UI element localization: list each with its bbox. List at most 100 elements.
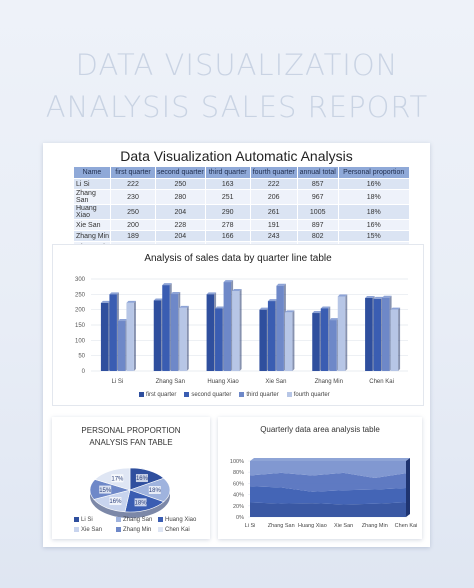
pie-value-label: 15%: [99, 488, 112, 494]
area-series: [250, 461, 406, 478]
y-tick-label: 100%: [230, 459, 244, 465]
bar-top: [329, 318, 339, 321]
bar: [215, 308, 223, 371]
table-cell: 280: [155, 189, 206, 205]
x-tick-label: Xie San: [334, 523, 353, 529]
bar-side: [133, 300, 136, 371]
table-cell: 206: [249, 189, 298, 205]
bar-top: [390, 307, 401, 310]
legend-label: first quarter: [146, 392, 177, 399]
table-row: Xie San 200 228 278 191 897 16%: [73, 219, 410, 231]
legend-item: Zhang San: [116, 515, 156, 525]
table-cell: 250: [155, 178, 206, 190]
sales-table: Name first quarter second quarter third …: [73, 166, 410, 253]
table-cell: 222: [249, 178, 298, 190]
pie-chart-legend: Li Si Zhang San Huang Xiao Xie San Zhang Min…: [74, 515, 206, 535]
pie-title-line1: PERSONAL PROPORTION: [81, 426, 181, 435]
x-tick-label: Huang Xiao: [298, 523, 327, 529]
legend-swatch: [74, 516, 79, 522]
table-cell: 204: [155, 230, 206, 242]
bar-top: [179, 305, 189, 308]
bar: [337, 296, 346, 371]
pie-card: PERSONAL PROPORTION ANALYSIS FAN TABLE 1…: [52, 417, 210, 539]
bar-side: [398, 307, 401, 371]
legend-label: Chen Kai: [165, 527, 190, 533]
table-cell: 290: [204, 204, 251, 220]
x-tick-label: Huang Xiao: [207, 379, 239, 385]
table-cell: 857: [296, 178, 339, 190]
legend-item: third quarter: [239, 392, 279, 398]
table-cell: 200: [110, 219, 156, 231]
legend-item: Xie San: [74, 525, 114, 535]
pie-label-bg: [135, 474, 148, 483]
legend-item: Huang Xiao: [158, 515, 198, 525]
y-tick-label: 100: [75, 338, 86, 344]
bar-top: [206, 292, 217, 295]
bar-side: [292, 310, 295, 371]
x-tick-label: Zhang Min: [315, 379, 343, 385]
table-cell: 1005: [296, 204, 339, 220]
area-side-edge: [406, 458, 410, 517]
legend-swatch: [74, 526, 79, 532]
bar: [312, 313, 320, 371]
pie-value-label: 16%: [136, 476, 149, 482]
bar-chart-panel: Analysis of sales data by quarter line t…: [52, 244, 424, 406]
table-cell: 163: [204, 178, 251, 190]
legend-label: Zhang San: [123, 517, 153, 523]
bar: [329, 320, 337, 371]
table-cell: 191: [249, 219, 298, 231]
legend-label: second quarter: [191, 392, 232, 399]
bar-top: [276, 283, 286, 286]
table-cell: 228: [155, 219, 206, 231]
row-name-cell: Zhang Min: [73, 230, 111, 242]
pie-value-label: 18%: [135, 501, 148, 507]
table-cell: 897: [296, 219, 339, 231]
bar-chart-legend: first quarter second quarter third quarter…: [139, 392, 338, 398]
pie-title-line2: ANALYSIS FAN TABLE: [89, 438, 173, 447]
table-cell: 967: [296, 189, 339, 205]
y-tick-label: 300: [75, 277, 86, 283]
legend-item: Zhang Min: [116, 525, 156, 535]
bar-top: [320, 306, 331, 309]
table-cell: 243: [249, 230, 298, 242]
x-tick-label: Zhang San: [156, 379, 185, 385]
bar: [267, 301, 276, 371]
bar-top: [126, 300, 136, 303]
x-tick-label: Xie San: [265, 379, 286, 385]
table-row: Huang Xiao 250 204 290 261 1005 18%: [73, 204, 410, 220]
area-series: [250, 486, 406, 505]
legend-item: first quarter: [139, 392, 176, 398]
y-tick-label: 60%: [233, 481, 244, 487]
column-header: Personal proportion: [337, 166, 410, 179]
table-cell: 261: [249, 204, 298, 220]
y-tick-label: 80%: [233, 470, 244, 476]
x-tick-label: Li Si: [245, 523, 256, 529]
legend-swatch: [116, 516, 121, 522]
table-cell: 15%: [337, 230, 410, 242]
bar: [276, 285, 284, 371]
legend-item: second quarter: [184, 392, 231, 398]
y-tick-label: 0: [82, 369, 86, 375]
y-tick-label: 20%: [233, 504, 244, 510]
column-header: annual total: [296, 166, 339, 179]
bar: [232, 290, 240, 371]
pie-value-label: 17%: [111, 476, 124, 482]
legend-swatch: [158, 516, 163, 522]
legend-swatch: [139, 392, 144, 397]
row-name-cell: Zhang San: [73, 189, 111, 205]
bar: [365, 298, 373, 371]
x-tick-label: Li Si: [112, 379, 124, 385]
pie-chart: 16%18%18%16%15%17%: [89, 467, 171, 518]
column-header: second quarter: [155, 166, 206, 179]
legend-label: Huang Xiao: [165, 517, 197, 523]
bar-side: [345, 294, 348, 371]
bar-top: [162, 283, 172, 286]
page-title-line2: ANALYSIS SALES REPORT: [45, 90, 429, 124]
bar: [162, 285, 170, 371]
pie-label-bg: [111, 474, 124, 483]
bar: [100, 302, 109, 371]
legend-swatch: [184, 392, 190, 397]
bar: [390, 309, 399, 371]
table-cell: 250: [110, 204, 156, 220]
bar: [126, 302, 134, 371]
